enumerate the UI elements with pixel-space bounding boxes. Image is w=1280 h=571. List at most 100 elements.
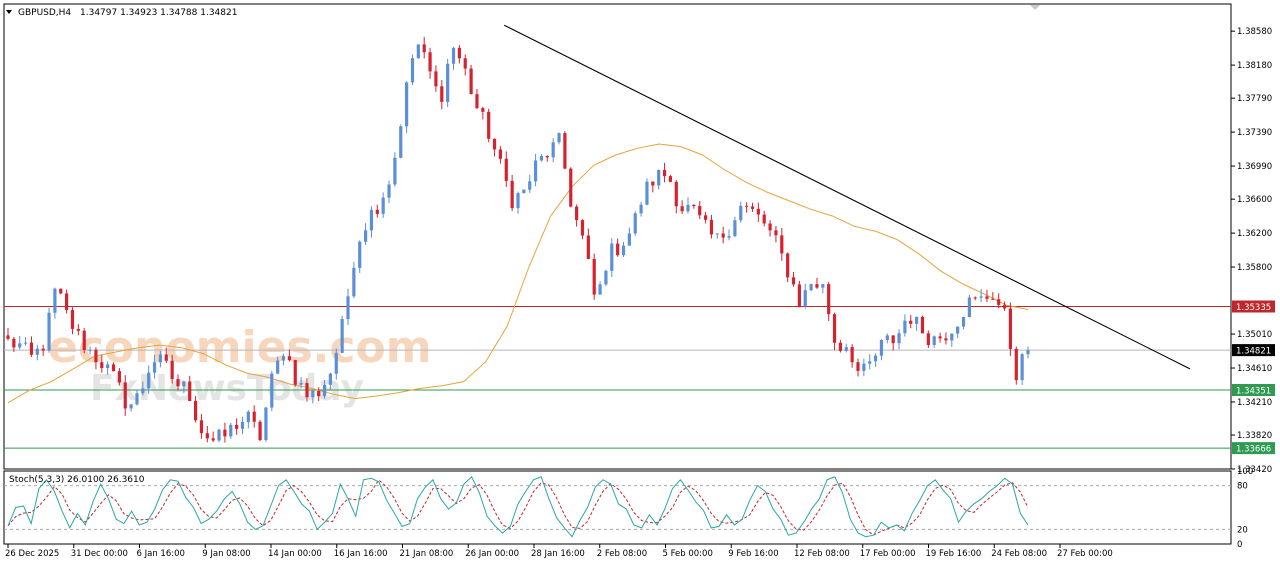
candle[interactable] [135, 390, 139, 406]
candle[interactable] [809, 283, 813, 292]
candle[interactable] [827, 281, 831, 322]
candle[interactable] [240, 416, 245, 435]
candle[interactable] [698, 201, 702, 220]
candle[interactable] [106, 361, 110, 375]
candle[interactable] [164, 347, 168, 364]
candle[interactable] [703, 211, 708, 224]
candle[interactable] [727, 229, 731, 241]
candle[interactable] [868, 354, 872, 370]
candle[interactable] [170, 354, 174, 384]
candle[interactable] [363, 223, 368, 245]
candle[interactable] [815, 277, 819, 289]
candle[interactable] [317, 387, 321, 402]
candle[interactable] [264, 406, 268, 442]
candle[interactable] [633, 211, 637, 236]
candle[interactable] [35, 344, 39, 361]
candle[interactable] [387, 180, 391, 204]
candle[interactable] [76, 324, 80, 336]
candle[interactable] [41, 344, 45, 356]
candle[interactable] [293, 359, 297, 387]
candle[interactable] [686, 197, 690, 214]
candle[interactable] [639, 201, 643, 217]
candle[interactable] [193, 395, 198, 423]
candle[interactable] [551, 137, 555, 163]
candle[interactable] [59, 288, 63, 295]
candle[interactable] [569, 167, 573, 208]
candle[interactable] [832, 312, 837, 351]
candle[interactable] [580, 219, 585, 240]
candle[interactable] [358, 240, 362, 274]
candle[interactable] [270, 370, 274, 412]
candle[interactable] [844, 343, 848, 353]
candle[interactable] [926, 330, 930, 348]
candle[interactable] [973, 296, 977, 301]
candle[interactable] [47, 307, 51, 353]
candle[interactable] [276, 356, 280, 375]
candle[interactable] [586, 228, 590, 260]
candle[interactable] [645, 178, 649, 206]
candle[interactable] [616, 238, 620, 257]
candle[interactable] [991, 292, 995, 300]
candle[interactable] [944, 332, 948, 345]
candle[interactable] [299, 377, 303, 389]
candle[interactable] [481, 106, 485, 120]
candle[interactable] [733, 216, 737, 238]
candle[interactable] [961, 316, 966, 330]
candle[interactable] [621, 241, 626, 257]
candle[interactable] [909, 315, 913, 329]
candle[interactable] [627, 227, 631, 246]
candle[interactable] [147, 365, 151, 394]
candle[interactable] [199, 414, 204, 439]
candle[interactable] [915, 316, 919, 332]
candle[interactable] [457, 45, 461, 64]
candle[interactable] [235, 418, 239, 435]
candle[interactable] [322, 380, 327, 399]
candle[interactable] [252, 405, 256, 428]
candle[interactable] [956, 326, 960, 339]
candle[interactable] [821, 284, 825, 294]
candle[interactable] [516, 191, 520, 214]
candle[interactable] [334, 348, 338, 380]
candle[interactable] [70, 307, 75, 335]
candle[interactable] [475, 89, 479, 110]
candle[interactable] [504, 151, 508, 187]
candle[interactable] [797, 280, 801, 308]
candle[interactable] [1002, 301, 1007, 311]
candle[interactable] [281, 353, 286, 366]
candle[interactable] [422, 36, 426, 59]
candle[interactable] [692, 204, 696, 209]
candle[interactable] [111, 362, 116, 372]
candle[interactable] [838, 339, 843, 353]
candle[interactable] [709, 214, 714, 239]
candle[interactable] [82, 328, 86, 354]
candle[interactable] [446, 58, 450, 108]
candle[interactable] [598, 281, 602, 295]
candle[interactable] [668, 174, 673, 183]
candle[interactable] [662, 162, 667, 183]
candle[interactable] [434, 65, 438, 92]
candle[interactable] [405, 81, 409, 133]
candle[interactable] [533, 153, 538, 187]
candle[interactable] [1020, 352, 1024, 385]
candle[interactable] [891, 335, 895, 351]
candle[interactable] [750, 202, 755, 212]
candle[interactable] [522, 189, 526, 194]
candle[interactable] [440, 79, 444, 110]
candle[interactable] [674, 180, 678, 214]
candle[interactable] [88, 346, 92, 355]
candle[interactable] [176, 374, 180, 391]
candle[interactable] [393, 152, 397, 187]
candle[interactable] [739, 201, 743, 223]
candle[interactable] [545, 155, 549, 162]
candle[interactable] [768, 220, 772, 237]
candle[interactable] [346, 288, 350, 326]
candle[interactable] [258, 420, 262, 442]
candle[interactable] [94, 347, 98, 370]
candle[interactable] [311, 389, 315, 404]
candle[interactable] [651, 181, 655, 193]
candle[interactable] [967, 294, 971, 318]
candle[interactable] [575, 204, 579, 227]
candle[interactable] [791, 271, 796, 287]
symbol-dropdown-icon[interactable] [6, 10, 12, 14]
candle[interactable] [979, 288, 983, 303]
